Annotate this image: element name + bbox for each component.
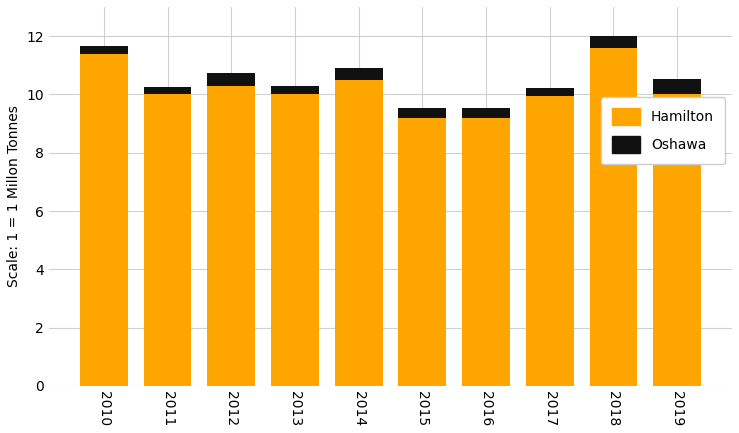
Bar — [526, 96, 573, 386]
Bar — [398, 108, 446, 118]
Bar — [653, 79, 701, 94]
Bar — [143, 87, 191, 94]
Bar — [143, 94, 191, 386]
Bar — [462, 118, 510, 386]
Bar — [653, 94, 701, 386]
Y-axis label: Scale: 1 = 1 Millon Tonnes: Scale: 1 = 1 Millon Tonnes — [7, 106, 21, 288]
Bar — [271, 94, 319, 386]
Bar — [80, 54, 128, 386]
Bar — [590, 48, 637, 386]
Bar — [335, 68, 383, 80]
Bar — [208, 73, 255, 86]
Bar — [590, 36, 637, 48]
Bar — [208, 86, 255, 386]
Bar — [398, 118, 446, 386]
Bar — [335, 80, 383, 386]
Bar — [80, 46, 128, 54]
Bar — [526, 88, 573, 96]
Bar — [462, 108, 510, 118]
Bar — [271, 86, 319, 94]
Legend: Hamilton, Oshawa: Hamilton, Oshawa — [601, 97, 725, 165]
